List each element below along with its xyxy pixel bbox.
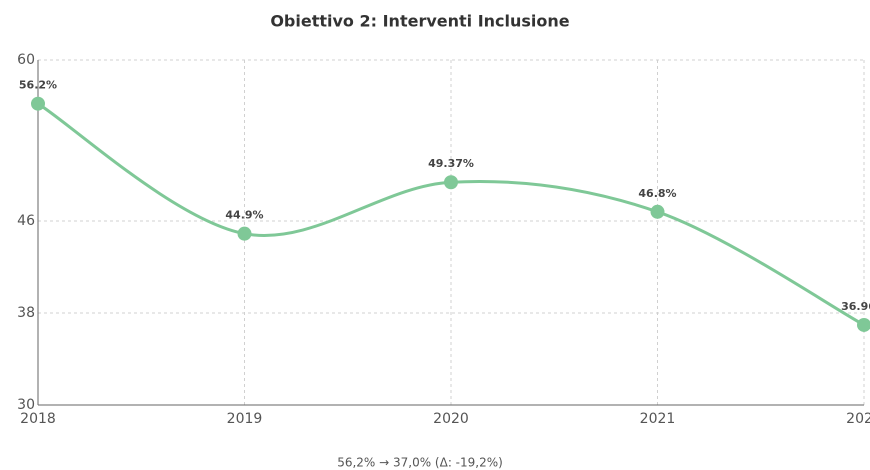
point [650, 204, 665, 219]
x-tick-label: 2019 [227, 411, 263, 427]
chart-title: Obiettivo 2: Interventi Inclusione [270, 12, 569, 31]
y-tick-label: 60 [17, 52, 35, 68]
value-label: 46.8% [638, 187, 676, 200]
x-tick-label: 2018 [20, 411, 56, 427]
value-label: 49.37% [428, 157, 474, 170]
y-tick-label: 46 [17, 213, 35, 229]
annotation: 56,2% → 37,0% (Δ: -19,2%) [337, 456, 503, 470]
point [237, 226, 252, 241]
point [444, 175, 458, 190]
value-label: 44.9% [225, 209, 263, 222]
value-label: 56.2% [19, 79, 57, 92]
x-tick-label: 2022 [846, 411, 870, 427]
point [857, 317, 870, 332]
point [31, 96, 45, 111]
value-label: 36.96% [841, 300, 870, 313]
y-tick-label: 30 [17, 397, 35, 413]
x-tick-label: 2021 [640, 411, 676, 427]
x-tick-label: 2020 [433, 411, 469, 427]
y-tick-label: 38 [17, 305, 35, 321]
line [37, 102, 865, 327]
